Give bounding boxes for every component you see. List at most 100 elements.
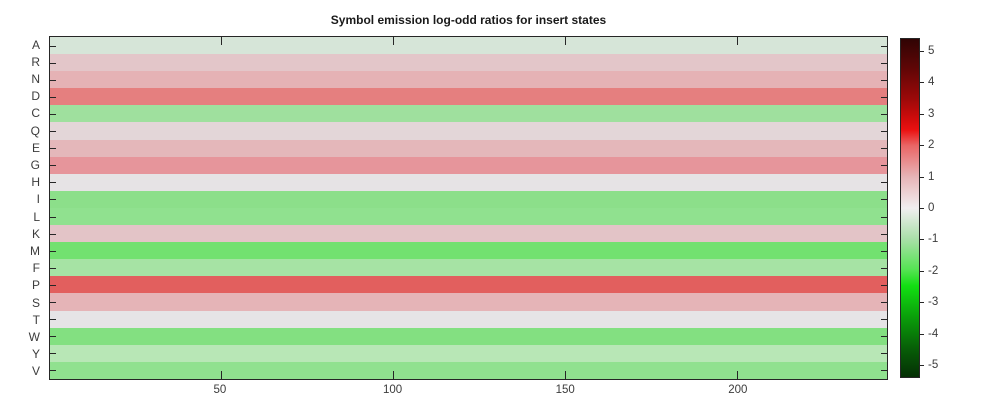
y-tick-right — [881, 370, 887, 372]
y-tick-label-W: W — [28, 330, 40, 344]
heatmap-rows — [50, 37, 887, 379]
y-tick-right — [881, 319, 887, 321]
colorbar-tick-label--4: -4 — [928, 327, 939, 340]
y-tick-label-C: C — [31, 106, 40, 121]
x-tick-label-50: 50 — [213, 384, 227, 396]
y-tick-right — [881, 353, 887, 355]
x-tick-top — [220, 37, 222, 45]
y-tick-left — [50, 199, 56, 201]
x-tick-label-150: 150 — [555, 384, 575, 396]
colorbar-tick — [920, 302, 924, 304]
y-tick-label-G: G — [30, 158, 40, 172]
heatmap-row-R — [50, 54, 887, 72]
chart-title: Symbol emission log-odd ratios for inser… — [330, 13, 607, 27]
colorbar-gradient — [901, 39, 919, 377]
heatmap-row-E — [50, 139, 887, 157]
y-tick-left — [50, 353, 56, 355]
colorbar-tick — [920, 113, 924, 115]
y-tick-left — [50, 267, 56, 269]
y-tick-label-P: P — [31, 278, 40, 293]
colorbar-tick — [920, 176, 924, 178]
y-tick-right — [881, 267, 887, 269]
colorbar-tick — [920, 82, 924, 84]
x-tick-bottom — [564, 371, 566, 379]
y-tick-right — [881, 165, 887, 167]
heatmap-row-Y — [50, 344, 887, 362]
y-tick-label-K: K — [31, 226, 40, 241]
y-tick-right — [881, 113, 887, 115]
y-tick-right — [881, 336, 887, 338]
colorbar-tick-label--1: -1 — [928, 233, 939, 246]
y-tick-label-T: T — [32, 312, 40, 327]
colorbar-tick — [920, 333, 924, 335]
heatmap-row-K — [50, 225, 887, 243]
y-tick-left — [50, 370, 56, 372]
colorbar-tick-label-5: 5 — [928, 44, 935, 57]
x-tick-label-100: 100 — [382, 384, 403, 396]
y-tick-label-F: F — [32, 261, 40, 276]
colorbar-tick — [920, 208, 924, 209]
colorbar-ticks: 5 4 3 2 1 0 -1 -2 -3 -4 -5 — [920, 38, 960, 378]
y-tick-left — [50, 96, 56, 98]
colorbar-tick — [920, 50, 924, 52]
y-tick-right — [881, 131, 887, 133]
heatmap-row-N — [50, 71, 887, 89]
x-tick-bottom — [392, 371, 394, 379]
heatmap-row-D — [50, 88, 887, 106]
y-tick-label-E: E — [31, 140, 40, 155]
y-tick-right — [881, 182, 887, 184]
colorbar-tick — [920, 145, 924, 147]
y-tick-left — [50, 113, 56, 115]
y-tick-right — [881, 216, 887, 218]
y-tick-left — [50, 131, 56, 133]
y-tick-right — [881, 62, 887, 64]
x-tick-top — [737, 37, 739, 45]
y-tick-left — [50, 250, 56, 252]
y-tick-left — [50, 79, 56, 81]
y-tick-label-Q: Q — [30, 123, 40, 138]
heatmap-row-H — [50, 173, 887, 191]
x-tick-bottom — [220, 371, 222, 379]
y-tick-left — [50, 45, 56, 47]
y-tick-label-S: S — [31, 295, 40, 310]
colorbar-tick — [920, 365, 924, 367]
y-tick-left — [50, 148, 56, 150]
heatmap-row-L — [50, 207, 887, 226]
y-tick-label-A: A — [31, 37, 40, 52]
y-tick-right — [881, 250, 887, 252]
y-tick-left — [50, 216, 56, 218]
y-tick-left — [50, 284, 56, 286]
heatmap-row-P — [50, 276, 887, 294]
y-tick-left — [50, 302, 56, 304]
colorbar-tick — [920, 270, 924, 272]
colorbar-tick-label-3: 3 — [928, 107, 935, 120]
heatmap-plot — [49, 36, 888, 380]
y-tick-right — [881, 148, 887, 150]
x-axis-labels: 50 100 150 200 — [49, 384, 888, 400]
y-tick-label-R: R — [31, 54, 40, 69]
y-tick-left — [50, 62, 56, 64]
y-tick-label-L: L — [33, 209, 40, 224]
y-tick-right — [881, 199, 887, 201]
y-tick-right — [881, 45, 887, 47]
heatmap-row-T — [50, 310, 887, 328]
x-tick-label-200: 200 — [728, 384, 748, 396]
heatmap-row-W — [50, 327, 887, 345]
y-tick-left — [50, 336, 56, 338]
colorbar — [900, 38, 920, 378]
colorbar-tick-label--5: -5 — [928, 359, 939, 372]
heatmap-row-S — [50, 293, 887, 311]
colorbar-tick-label--2: -2 — [928, 264, 939, 277]
y-tick-left — [50, 319, 56, 321]
heatmap-row-A — [50, 37, 887, 55]
colorbar-tick-label-1: 1 — [928, 170, 935, 183]
x-tick-top — [564, 37, 566, 45]
heatmap-row-G — [50, 156, 887, 174]
colorbar-tick-label-4: 4 — [928, 76, 935, 89]
y-tick-label-V: V — [31, 364, 40, 379]
y-tick-right — [881, 96, 887, 98]
heatmap-row-V — [50, 361, 887, 379]
colorbar-tick-label-0: 0 — [928, 202, 935, 214]
